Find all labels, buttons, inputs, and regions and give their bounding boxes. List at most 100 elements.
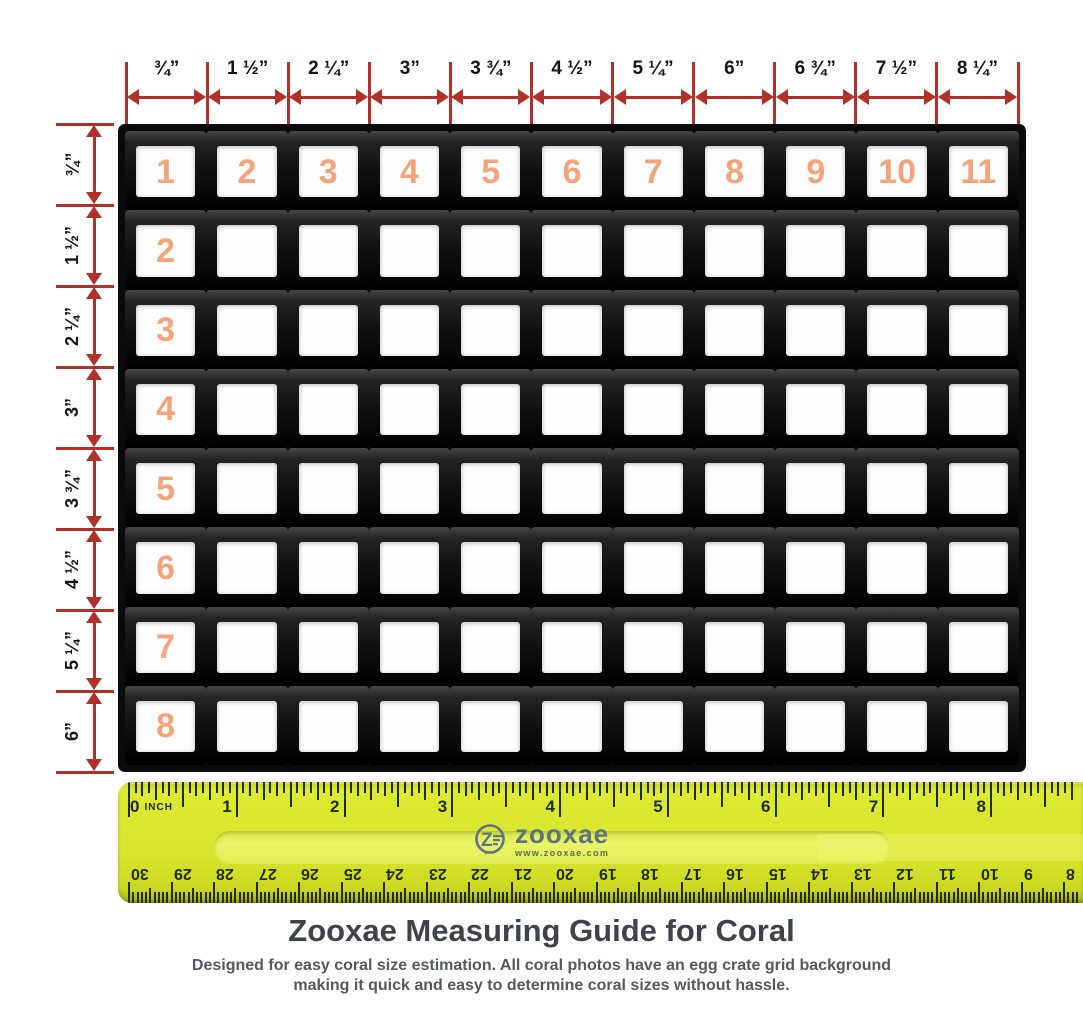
- grid-cell-window: [948, 225, 1008, 277]
- ruler-inch-tick: [161, 782, 164, 793]
- dimension-tick: [854, 62, 858, 125]
- dimension-label: 6”: [724, 58, 745, 79]
- ruler-cm-number: 9: [1023, 865, 1033, 882]
- ruler-cm-tick: [429, 892, 432, 903]
- dimension-arrow: [532, 89, 612, 105]
- ruler-cm-tick: [323, 892, 326, 903]
- ruler-unit-label: INCH: [144, 802, 173, 813]
- ruler-cm-tick: [378, 892, 381, 903]
- ruler-cm-tick: [965, 892, 968, 903]
- ruler-cm-tick: [374, 892, 377, 903]
- dimension-arrow: [937, 89, 1018, 105]
- ruler-cm-tick: [145, 892, 147, 903]
- dimension-arrow: [86, 368, 102, 447]
- dimension-label: 5 ¼”: [56, 610, 90, 691]
- ruler-cm-tick: [140, 892, 143, 903]
- grid-cell: [450, 685, 532, 765]
- ruler-inch-tick: [653, 782, 656, 796]
- ruler-inch-tick: [1064, 782, 1067, 793]
- ruler-inch-tick: [680, 782, 683, 796]
- ruler-cm-tick: [833, 892, 836, 903]
- ruler-cm-tick: [387, 892, 390, 903]
- ruler-inch-tick: [377, 782, 380, 793]
- ruler-cm-tick: [825, 892, 827, 903]
- ruler-inch-tick: [464, 782, 467, 796]
- left-dimension-segment: 1 ½”: [56, 205, 118, 286]
- ruler-cm-tick: [319, 888, 322, 903]
- ruler-inch-tick: [774, 782, 777, 817]
- ruler-cm-tick: [961, 892, 963, 903]
- grid-cell-window: 6: [136, 542, 196, 594]
- ruler-cm-tick: [366, 892, 368, 903]
- grid-cell-window: [542, 542, 602, 594]
- ruler-inch-tick: [761, 782, 764, 796]
- ruler-cm-number: 17: [683, 865, 702, 882]
- grid-cell-window: [379, 304, 440, 356]
- ruler-inch-tick: [808, 782, 811, 793]
- ruler-cm-tick: [327, 892, 330, 903]
- grid-cell: [368, 289, 451, 369]
- ruler-cm-tick: [391, 892, 394, 903]
- ruler-cm-tick: [595, 882, 598, 903]
- dimension-tick: [124, 62, 128, 125]
- ruler-inch-tick: [269, 782, 272, 793]
- ruler-cm-tick: [612, 892, 615, 903]
- ruler-cm-tick: [774, 892, 776, 903]
- ruler-cm-tick: [659, 888, 662, 903]
- grid-cell: [693, 448, 776, 528]
- grid-cell-window: [379, 542, 440, 594]
- ruler-cm-tick: [519, 892, 521, 903]
- grid-cell: [531, 289, 613, 369]
- grid-cell-window: 7: [136, 621, 196, 673]
- ruler-cm-tick: [629, 892, 632, 903]
- grid-cell-window: 6: [542, 146, 602, 198]
- ruler-cm-tick: [978, 882, 980, 903]
- grid-cell-window: [623, 621, 683, 673]
- ruler-inch-tick: [538, 782, 541, 793]
- grid-cell: [287, 448, 369, 528]
- ruler-cm-tick: [842, 892, 844, 903]
- ruler-cm-tick: [370, 892, 373, 903]
- grid-cell-window: [542, 225, 602, 277]
- ruler-cm-tick: [306, 892, 309, 903]
- ruler-cm-tick: [582, 892, 585, 903]
- ruler-cm-tick: [765, 882, 768, 903]
- grid-cell-window: 3: [298, 146, 358, 198]
- grid-cell-window: [948, 542, 1008, 594]
- ruler-cm-tick: [876, 892, 878, 903]
- ruler-cm-tick: [506, 892, 509, 903]
- grid-cell-window: [867, 621, 927, 673]
- ruler-inch-tick: [532, 782, 535, 800]
- ruler-cm-tick: [310, 892, 313, 903]
- grid-cell: 7: [125, 606, 207, 686]
- grid-cell: [612, 448, 694, 528]
- ruler-inch-tick: [814, 782, 817, 796]
- grid-cell: [693, 210, 776, 290]
- egg-crate-grid: 1 2 3 4 5 6 7 8 9 10 11 2 3 4 5 6 7 8: [118, 124, 1026, 772]
- grid-cell: [368, 448, 451, 528]
- grid-cell-window: [217, 304, 277, 356]
- cell-number: 3: [156, 311, 176, 350]
- grid-cell: [775, 210, 857, 290]
- subtitle-line-2: making it quick and easy to determine co…: [293, 977, 790, 994]
- grid-cell: [612, 685, 694, 765]
- ruler-inch-tick: [471, 782, 474, 793]
- ruler-inch-tick: [686, 782, 689, 793]
- ruler-cm-tick: [1041, 888, 1044, 903]
- ruler-inch-tick: [673, 782, 676, 793]
- ruler-cm-tick: [451, 892, 453, 903]
- ruler-inch-tick: [996, 782, 999, 793]
- page-subtitle: Designed for easy coral size estimation.…: [0, 956, 1083, 996]
- ruler-cm-tick: [132, 892, 135, 903]
- grid-cell-window: [379, 225, 440, 277]
- grid-cell: [693, 606, 776, 686]
- grid-cell: [287, 210, 369, 290]
- top-dimension-strip: ¾” 1 ½” 2 ¼” 3” 3 ¾” 4 ½” 5 ¼” 6” 6 ¾” 7 ½” 8 ¼”: [124, 56, 1020, 125]
- ruler-inch-tick: [585, 782, 588, 800]
- ruler-cm-number: 18: [641, 865, 659, 882]
- grid-cell-window: [786, 621, 846, 673]
- ruler-cm-tick: [744, 888, 747, 903]
- ruler-inch-tick: [875, 782, 878, 793]
- ruler-cm-tick: [523, 892, 526, 903]
